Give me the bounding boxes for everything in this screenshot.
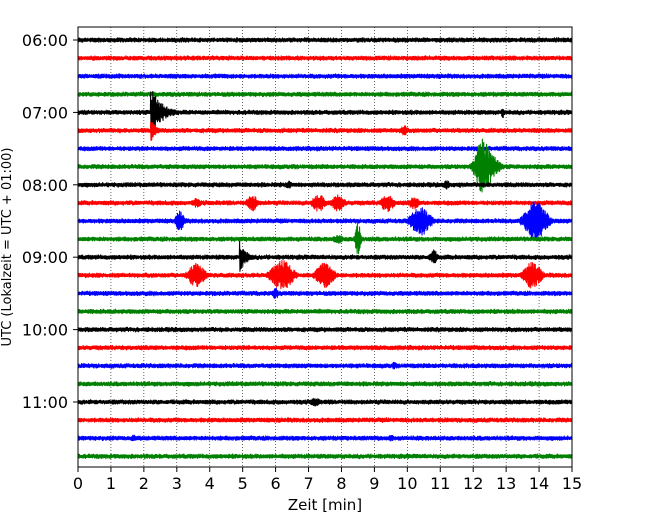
y-axis-label: UTC (Lokalzeit = UTC + 01:00) — [0, 148, 15, 347]
x-tick-label: 12 — [463, 474, 483, 493]
y-tick-label: 10:00 — [22, 321, 68, 340]
x-tick-label: 9 — [369, 474, 379, 493]
x-tick-label: 5 — [238, 474, 248, 493]
trace-line — [77, 260, 573, 290]
x-tick-label: 8 — [336, 474, 346, 493]
trace-line — [77, 240, 573, 272]
trace-line — [77, 397, 573, 407]
trace-line — [77, 344, 573, 351]
y-axis-ticks: 06:00 07:00 08:00 09:00 10:00 11:00 — [22, 31, 78, 412]
x-tick-label: 10 — [397, 474, 417, 493]
x-tick-label: 14 — [529, 474, 549, 493]
trace-line — [77, 417, 573, 423]
trace-line — [77, 381, 573, 387]
trace-line — [77, 326, 573, 333]
x-tick-label: 11 — [430, 474, 450, 493]
x-tick-label: 0 — [73, 474, 83, 493]
x-tick-label: 1 — [106, 474, 116, 493]
trace-line — [77, 180, 573, 190]
trace-line — [77, 453, 573, 460]
trace-line — [77, 138, 573, 193]
gridlines — [110, 27, 540, 467]
y-tick-label: 06:00 — [22, 31, 68, 50]
y-tick-label: 11:00 — [22, 393, 68, 412]
trace-line — [77, 287, 573, 299]
trace-line — [77, 91, 573, 98]
y-tick-label: 08:00 — [22, 176, 68, 195]
trace-line — [77, 145, 573, 152]
trace-line — [77, 121, 573, 142]
trace-line — [77, 37, 573, 43]
x-tick-label: 15 — [562, 474, 582, 493]
seismogram-traces — [77, 37, 573, 460]
x-tick-label: 13 — [496, 474, 516, 493]
x-tick-label: 7 — [303, 474, 313, 493]
trace-line — [77, 223, 573, 255]
x-tick-label: 2 — [139, 474, 149, 493]
x-axis-label: Zeit [min] — [288, 496, 362, 514]
x-tick-label: 4 — [205, 474, 215, 493]
x-tick-label: 3 — [172, 474, 182, 493]
trace-line — [77, 308, 573, 315]
x-tick-label: 6 — [271, 474, 281, 493]
trace-line — [77, 361, 573, 370]
trace-line — [77, 55, 573, 61]
plot-frame — [77, 26, 573, 468]
trace-line — [77, 73, 573, 80]
y-tick-label: 07:00 — [22, 103, 68, 122]
x-axis-ticks: 0 1 2 3 4 5 6 7 8 9 10 11 12 13 14 15 — [73, 467, 582, 493]
trace-line — [77, 434, 573, 442]
y-tick-label: 09:00 — [22, 248, 68, 267]
trace-line — [77, 194, 573, 213]
trace-line — [77, 90, 573, 140]
trace-line — [77, 201, 573, 242]
